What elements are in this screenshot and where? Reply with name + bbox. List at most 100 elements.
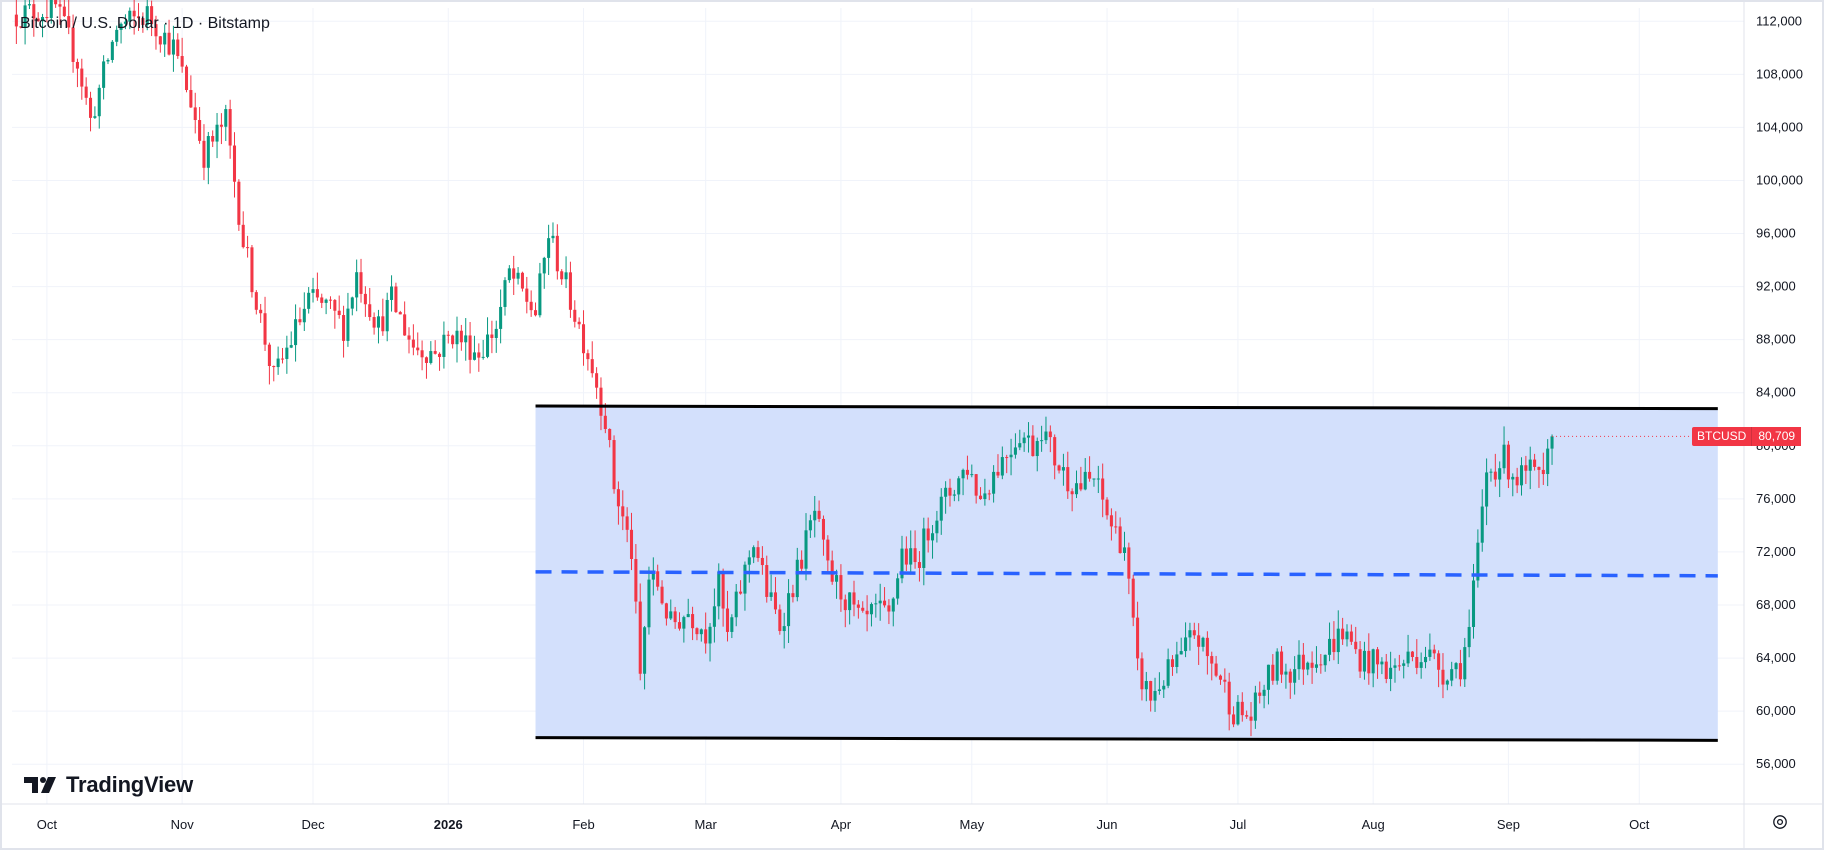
candle-up (848, 592, 852, 611)
candle-down (512, 268, 516, 279)
candle-down (1057, 465, 1061, 471)
candle-up (390, 286, 394, 300)
candle-up (1074, 483, 1079, 495)
candle-up (106, 59, 110, 62)
candle-down (1280, 651, 1284, 675)
candle-down (1127, 547, 1131, 579)
candle-down (1118, 526, 1122, 553)
candle-down (1384, 661, 1388, 679)
candle-up (163, 32, 167, 45)
candle-up (712, 606, 716, 627)
tradingview-logo[interactable]: TradingView (24, 772, 193, 798)
x-tick-label: Mar (694, 817, 717, 832)
candle-up (115, 29, 119, 42)
candle-down (1245, 715, 1249, 717)
candle-down (198, 120, 202, 141)
x-tick-label: May (960, 817, 985, 832)
candle-down (926, 528, 930, 541)
candle-down (1205, 637, 1209, 657)
candle-down (14, 14, 18, 27)
candle-down (1227, 681, 1231, 715)
candle-up (516, 272, 520, 279)
candle-up (499, 306, 503, 329)
y-tick-label: 60,000 (1756, 703, 1796, 718)
candle-down (778, 609, 782, 632)
candle-up (717, 571, 721, 607)
candle-down (246, 247, 250, 249)
y-tick-label: 56,000 (1756, 756, 1796, 771)
candle-down (267, 344, 271, 366)
candle-down (368, 304, 372, 318)
candle-up (957, 478, 961, 495)
candle-up (294, 319, 298, 346)
candle-up (939, 496, 943, 521)
x-tick-label: Aug (1362, 817, 1385, 832)
candle-up (734, 591, 738, 618)
candle-up (752, 547, 756, 558)
candle-up (385, 299, 389, 332)
candle-down (416, 347, 420, 351)
candle-up (1371, 649, 1375, 674)
x-tick-label: 2026 (434, 817, 463, 832)
candle-up (900, 548, 904, 579)
candle-down (468, 335, 472, 360)
candle-up (1184, 637, 1188, 652)
candle-down (555, 235, 559, 272)
candle-down (883, 600, 887, 606)
y-tick-label: 108,000 (1756, 66, 1803, 81)
candle-up (1293, 669, 1297, 683)
candle-down (1114, 526, 1118, 528)
candle-up (355, 272, 359, 298)
candle-up (311, 289, 315, 293)
candle-up (878, 600, 882, 604)
candle-up (643, 627, 647, 674)
candle-up (206, 136, 210, 168)
candle-down (577, 321, 581, 325)
y-tick-label: 64,000 (1756, 650, 1796, 665)
candle-up (1336, 628, 1340, 653)
gear-icon[interactable] (1772, 814, 1788, 830)
candle-up (128, 10, 132, 22)
candle-up (835, 575, 839, 582)
candle-up (896, 578, 900, 599)
candle-up (224, 109, 228, 127)
range-midline (535, 570, 1718, 578)
candle-up (494, 328, 498, 338)
candle-down (1258, 692, 1262, 696)
candle-down (459, 330, 463, 343)
candle-down (568, 272, 572, 310)
candle-down (691, 614, 695, 629)
candle-down (595, 373, 599, 388)
candle-up (1026, 435, 1031, 438)
candle-down (141, 18, 145, 25)
candle-up (547, 238, 551, 258)
candle-down (1031, 435, 1035, 457)
candles (14, 0, 1554, 737)
candle-up (289, 345, 293, 348)
x-tick-label: Jul (1230, 817, 1247, 832)
candle-down (843, 599, 847, 611)
candle-down (616, 489, 620, 507)
candle-up (1175, 654, 1179, 667)
candle-down (573, 309, 577, 322)
candle-down (1149, 681, 1153, 701)
candle-down (1214, 663, 1218, 676)
candle-down (1210, 656, 1214, 664)
candle-up (481, 356, 485, 358)
candle-up (1454, 663, 1458, 670)
candle-down (621, 506, 625, 517)
candle-down (1319, 664, 1323, 666)
candle-up (1201, 637, 1205, 647)
candle-down (1249, 716, 1253, 721)
candle-down (760, 557, 764, 566)
candle-up (285, 347, 289, 359)
candle-down (132, 10, 136, 17)
candle-down (136, 16, 141, 19)
candle-down (948, 487, 952, 496)
candle-down (861, 607, 865, 611)
tradingview-logo-icon (24, 777, 56, 793)
candle-down (852, 592, 856, 605)
